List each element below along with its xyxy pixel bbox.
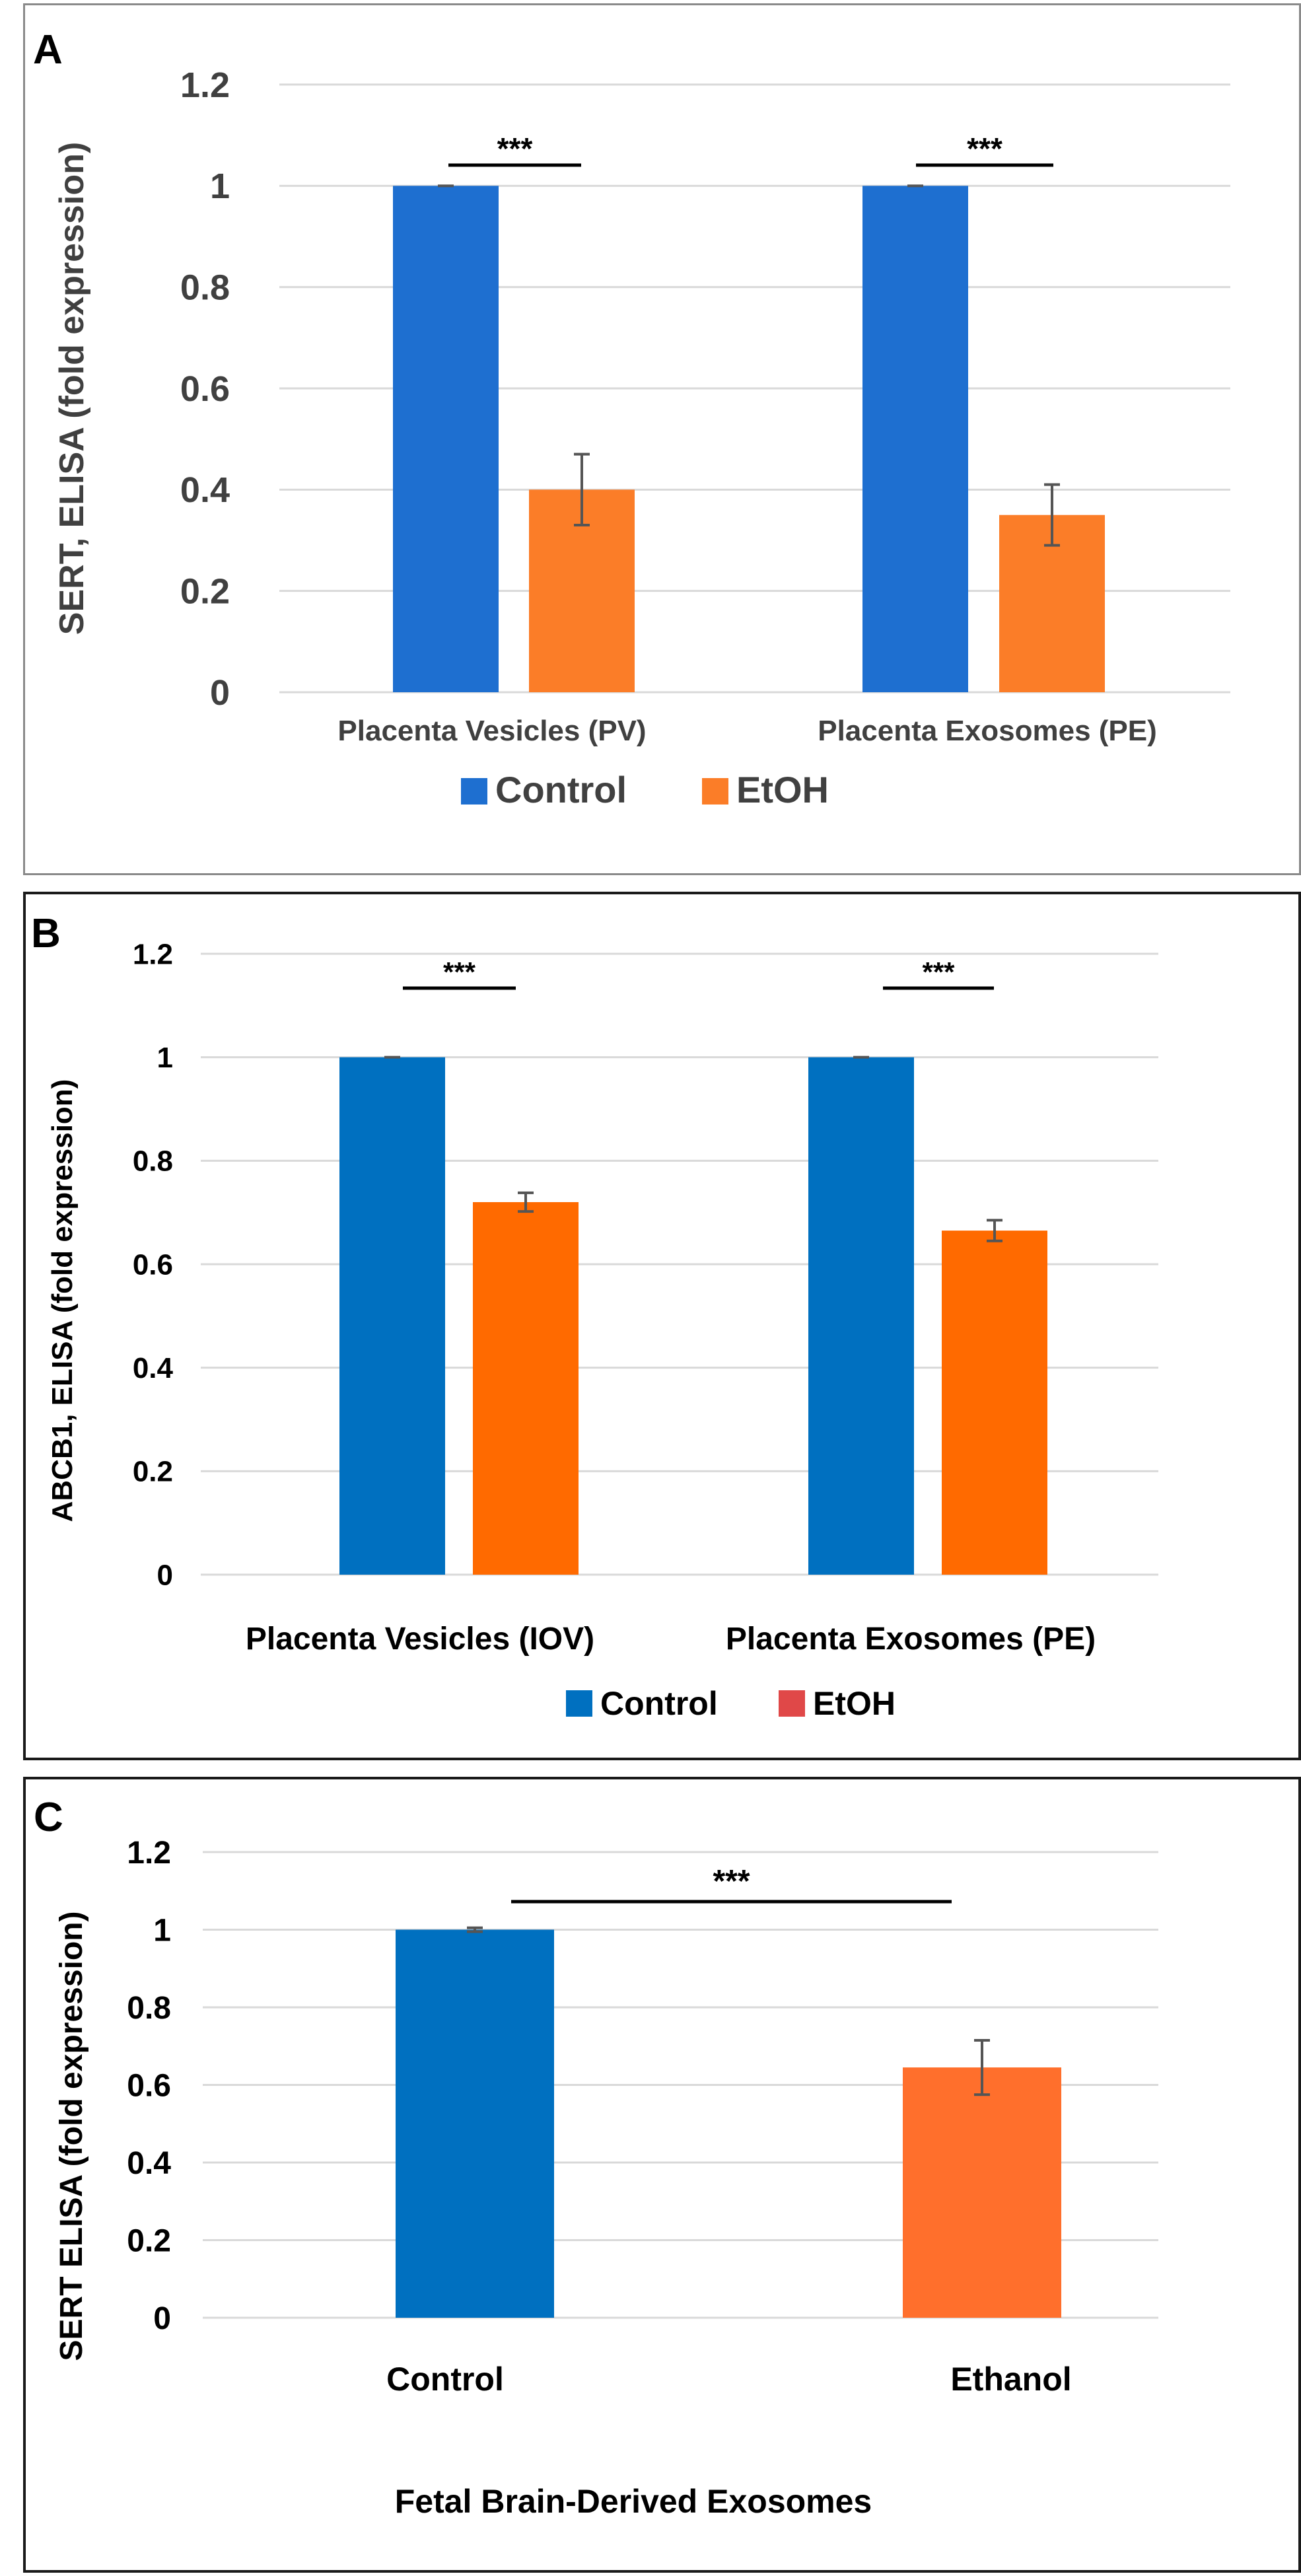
error-bar bbox=[974, 2038, 990, 2096]
significance-marker: *** bbox=[713, 1864, 750, 1899]
significance-marker: *** bbox=[497, 131, 533, 166]
panel-b: B 0 0.2 0.4 0.6 0.8 1 1.2 Placenta Vesicles (I… bbox=[23, 892, 1301, 1760]
bar-control-2 bbox=[808, 1057, 914, 1575]
legend-swatch-control bbox=[461, 778, 487, 805]
y-tick-label: 1 bbox=[153, 1913, 171, 1948]
significance-marker: *** bbox=[922, 956, 955, 987]
y-tick-label: 1 bbox=[210, 166, 230, 206]
legend-label-control: Control bbox=[600, 1685, 718, 1722]
y-tick-label: 0.4 bbox=[180, 470, 230, 510]
legend-swatch-etoh bbox=[779, 1690, 805, 1717]
bar-control-1 bbox=[393, 186, 499, 692]
y-tick-label: 0.8 bbox=[127, 1991, 171, 2026]
legend-label-etoh: EtOH bbox=[736, 769, 829, 810]
chart-a: A 0 0.2 0.4 0.6 0.8 1 1.2 Placenta Vesicles (P… bbox=[33, 27, 1230, 810]
y-tick-label: 0.4 bbox=[133, 1352, 174, 1384]
chart-c: C 0 0.2 0.4 0.6 0.8 1 1.2 Control Ethanol *** S… bbox=[34, 1795, 1158, 2520]
x-category-label: Control bbox=[386, 2361, 504, 2398]
error-bar bbox=[987, 1219, 1002, 1242]
chart-b: B 0 0.2 0.4 0.6 0.8 1 1.2 Placenta Vesicles (I… bbox=[31, 911, 1158, 1722]
y-tick-label: 1 bbox=[157, 1042, 173, 1074]
y-tick-label: 0.8 bbox=[180, 268, 230, 308]
y-tick-label: 1.2 bbox=[180, 65, 230, 105]
x-category-label: Ethanol bbox=[950, 2361, 1071, 2398]
bar-etoh-2 bbox=[942, 1231, 1047, 1575]
error-bar bbox=[467, 1926, 483, 1933]
bar-control-1 bbox=[339, 1057, 445, 1575]
legend-label-etoh: EtOH bbox=[813, 1685, 896, 1722]
y-tick-label: 1.2 bbox=[133, 938, 173, 970]
x-category-label: Placenta Vesicles (PV) bbox=[337, 715, 646, 747]
panel-letter: A bbox=[33, 27, 63, 73]
significance-marker: *** bbox=[967, 131, 1002, 166]
legend-swatch-etoh bbox=[702, 778, 728, 805]
y-tick-label: 0.2 bbox=[180, 572, 230, 612]
y-tick-label: 0.6 bbox=[180, 369, 230, 409]
legend-label-control: Control bbox=[495, 769, 627, 810]
panel-c: C 0 0.2 0.4 0.6 0.8 1 1.2 Control Ethanol *** S… bbox=[23, 1777, 1301, 2573]
error-bar bbox=[518, 1191, 534, 1213]
y-axis-title: SERT ELISA (fold expression) bbox=[54, 1912, 89, 2361]
y-tick-label: 0.2 bbox=[127, 2223, 171, 2258]
y-tick-label: 0.8 bbox=[133, 1145, 173, 1178]
legend: Control EtOH bbox=[461, 769, 829, 810]
y-axis-title: SERT, ELISA (fold expression) bbox=[53, 142, 91, 635]
panel-letter: B bbox=[31, 911, 61, 956]
y-tick-label: 0.2 bbox=[133, 1456, 173, 1488]
y-tick-label: 0 bbox=[210, 673, 230, 713]
error-bar bbox=[574, 452, 590, 526]
y-tick-label: 0 bbox=[153, 2301, 171, 2336]
error-bar bbox=[1044, 483, 1060, 547]
y-tick-label: 0.6 bbox=[133, 1248, 173, 1281]
panel-a: A 0 0.2 0.4 0.6 0.8 1 1.2 Placenta Vesicles (P… bbox=[23, 3, 1301, 875]
significance-marker: *** bbox=[443, 956, 476, 987]
panel-letter: C bbox=[34, 1795, 63, 1840]
y-tick-label: 0.4 bbox=[127, 2146, 171, 2181]
x-axis-title: Fetal Brain-Derived Exosomes bbox=[395, 2483, 872, 2520]
y-axis-title: ABCB1, ELISA (fold expression) bbox=[46, 1079, 79, 1522]
x-category-label: Placenta Exosomes (PE) bbox=[818, 715, 1157, 747]
legend-swatch-control bbox=[566, 1690, 592, 1717]
bar-ethanol-2 bbox=[903, 2067, 1061, 2318]
x-category-label: Placenta Vesicles (IOV) bbox=[246, 1622, 594, 1657]
x-category-label: Placenta Exosomes (PE) bbox=[726, 1622, 1096, 1657]
legend: Control EtOH bbox=[566, 1685, 896, 1722]
bar-etoh-1 bbox=[473, 1202, 579, 1575]
bar-control-2 bbox=[862, 186, 968, 692]
y-tick-label: 1.2 bbox=[127, 1836, 171, 1871]
y-tick-label: 0.6 bbox=[127, 2068, 171, 2103]
bar-control-1 bbox=[396, 1929, 554, 2318]
y-tick-label: 0 bbox=[157, 1559, 173, 1591]
